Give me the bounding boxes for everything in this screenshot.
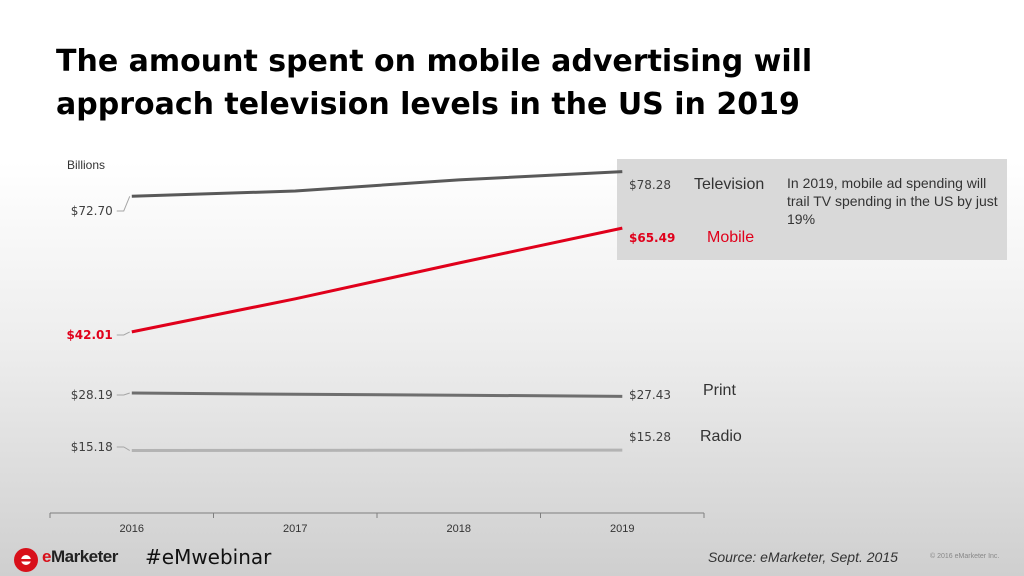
print-end-value-label: $27.43 [629,388,671,402]
webinar-hashtag: #eMwebinar [145,545,272,569]
print-start-leader-line [116,392,130,396]
television-start-leader-line [116,196,131,212]
television-start-value-label: $72.70 [71,204,113,218]
callout-text: In 2019, mobile ad spending will trail T… [787,175,998,227]
mobile-start-leader-line [116,331,130,336]
x-tick-label-2018: 2018 [447,523,471,535]
x-tick-label-2016: 2016 [120,523,144,535]
television-end-value-label: $78.28 [629,178,671,192]
mobile-end-value-label: $65.49 [629,231,675,245]
source-note: Source: eMarketer, Sept. 2015 [708,549,898,565]
television-series-line [131,170,623,198]
callout-box [617,159,1007,260]
print-start-value-label: $28.19 [71,388,113,402]
television-series-name-label: Television [694,176,764,193]
print-series-name-label: Print [703,382,736,399]
copyright-note: © 2016 eMarketer Inc. [930,553,1000,560]
radio-end-value-label: $15.28 [629,430,671,444]
x-tick-label-2017: 2017 [283,523,307,535]
x-tick-label-2019: 2019 [610,523,634,535]
mobile-start-value-label: $42.01 [66,328,112,342]
radio-series-name-label: Radio [700,428,742,445]
radio-start-value-label: $15.18 [71,440,113,454]
mobile-series-name-label: Mobile [707,229,754,246]
y-axis-unit-label: Billions [67,158,106,172]
radio-start-leader-line [116,446,131,451]
emarketer-logo-text: eMarketer [42,547,118,566]
slide-title: The amount spent on mobile advertising w… [56,44,813,122]
mobile-series-line [131,226,623,334]
print-series-line [131,391,623,398]
emarketer-logo-icon [14,548,38,572]
